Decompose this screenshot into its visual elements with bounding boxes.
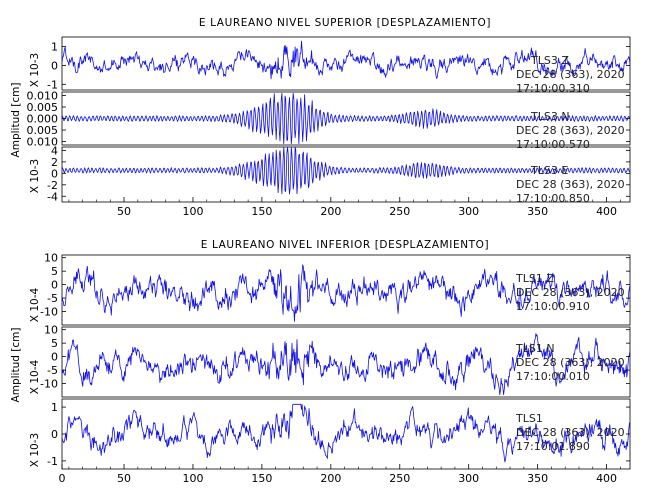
x-tick-label: 200 — [320, 205, 341, 218]
y-tick-label: 0.005 — [27, 124, 59, 137]
lower-panel-1-time: 17:10:00.910 — [516, 300, 590, 313]
x-tick-label: 350 — [527, 472, 548, 485]
y-tick-label: 0 — [51, 59, 58, 72]
y-tick-label: 0.005 — [27, 101, 59, 114]
y-tick-label: 0.010 — [27, 136, 59, 149]
x-tick-label: 50 — [117, 205, 131, 218]
x-tick-label: 400 — [596, 205, 617, 218]
upper-panel-3-trace — [61, 146, 631, 195]
y-tick-label: 0 — [51, 428, 58, 441]
x-tick-label: 50 — [117, 472, 131, 485]
upper-panel-1-trace — [61, 40, 631, 80]
y-tick-label: -10 — [40, 306, 58, 319]
lower-panel-3-station: TLS1 — [515, 412, 543, 425]
upper-panel-1-time: 17:10:00.310 — [516, 82, 590, 95]
lower-ylabel: Amplitud [cm] — [10, 328, 22, 403]
y-tick-label: 2 — [51, 156, 58, 169]
y-tick-label: 1 — [51, 401, 58, 414]
upper-panel-2-trace — [61, 92, 631, 145]
y-tick-label: 0 — [51, 167, 58, 180]
upper-panel-3-frame — [61, 146, 631, 203]
lower-panel-3: 1 0 -1 X 10-3 TLS1 DEC 28 (363), 2020 17:1… — [29, 398, 631, 470]
x-tick-label: 200 — [320, 472, 341, 485]
lower-panel-3-trace — [61, 403, 631, 463]
upper-ylabel: Amplitud [cm] — [10, 83, 22, 158]
x-tick-label: 350 — [527, 205, 548, 218]
upper-panel-3-multiplier: X 10-3 — [29, 159, 41, 193]
y-tick-label: 10 — [44, 324, 58, 337]
x-tick-label: 250 — [389, 472, 410, 485]
upper-panel-3-station: TLS3 E — [530, 164, 568, 177]
lower-panel-1-date: DEC 28 (363), 2020 — [516, 286, 625, 299]
upper-panel-2-station: TLS3 N — [530, 110, 570, 123]
lower-panel-1-multiplier: X 10-4 — [29, 288, 41, 323]
lower-panel-3-time: 17:10:01.890 — [516, 440, 590, 453]
lower-x-axis: 0 50 100 150 200 250 300 350 400 — [59, 464, 621, 485]
lower-panel-1-station: TLS1 Z — [515, 272, 554, 285]
x-tick-label: 150 — [251, 472, 272, 485]
upper-x-axis: 50 100 150 200 250 300 350 400 — [68, 197, 621, 218]
lower-panel-2-time: 17:10:00.010 — [516, 370, 590, 383]
x-tick-label: 300 — [458, 472, 479, 485]
y-tick-label: 0 — [51, 279, 58, 292]
lower-panel-2-date: DEC 28 (363), 2020 — [516, 356, 625, 369]
upper-panel-3: 420-2-4 X 10-3 TLS3 E DEC 28 (363), 2020… — [29, 144, 631, 205]
x-tick-label: 100 — [182, 472, 203, 485]
y-tick-label: 0.000 — [27, 113, 59, 126]
upper-panel-3-time: 17:10:00.850 — [516, 192, 590, 205]
y-tick-label: -4 — [47, 190, 58, 203]
y-tick-label: 10 — [44, 252, 58, 265]
x-tick-label: 0 — [59, 472, 66, 485]
y-tick-label: -2 — [47, 179, 58, 192]
upper-chart-title: E LAUREANO NIVEL SUPERIOR [DESPLAZAMIENT… — [199, 17, 491, 29]
upper-panel-3-date: DEC 28 (363), 2020 — [516, 178, 625, 191]
x-tick-label: 150 — [251, 205, 272, 218]
upper-level-chart: E LAUREANO NIVEL SUPERIOR [DESPLAZAMIENT… — [10, 17, 631, 218]
y-tick-label: 1 — [51, 40, 58, 53]
lower-panel-3-date: DEC 28 (363), 2020 — [516, 426, 625, 439]
y-tick-label: -1 — [47, 455, 58, 468]
y-tick-label: 0.010 — [27, 89, 59, 102]
lower-level-chart: E LAUREANO NIVEL INFERIOR [DESPLAZAMIENT… — [10, 239, 631, 485]
x-tick-label: 100 — [182, 205, 203, 218]
lower-panel-1-trace — [61, 264, 631, 322]
y-tick-label: 5 — [51, 265, 58, 278]
x-tick-label: 400 — [596, 472, 617, 485]
lower-panel-3-multiplier: X 10-3 — [29, 433, 41, 467]
lower-chart-title: E LAUREANO NIVEL INFERIOR [DESPLAZAMIENT… — [201, 239, 489, 251]
lower-panel-2-trace — [61, 333, 631, 396]
upper-panel-1-multiplier: X 10-3 — [29, 53, 41, 87]
lower-panel-1-frame — [61, 254, 631, 326]
upper-panel-2-time: 17:10:00.570 — [516, 138, 590, 151]
y-tick-label: 4 — [51, 144, 58, 157]
lower-panel-2-multiplier: X 10-4 — [29, 360, 41, 395]
y-tick-label: -5 — [47, 364, 58, 377]
upper-panel-1-date: DEC 28 (363), 2020 — [516, 68, 625, 81]
y-tick-label: 5 — [51, 337, 58, 350]
upper-panel-2-date: DEC 28 (363), 2020 — [516, 124, 625, 137]
upper-panel-1-station: TLS3 Z — [530, 54, 569, 67]
lower-panel-2-station: TLS1 N — [515, 342, 555, 355]
y-tick-label: 0 — [51, 351, 58, 364]
x-tick-label: 250 — [389, 205, 410, 218]
lower-panel-2-frame — [61, 326, 631, 398]
x-tick-label: 300 — [458, 205, 479, 218]
y-tick-label: -5 — [47, 292, 58, 305]
y-tick-label: -10 — [40, 378, 58, 391]
y-tick-label: -1 — [47, 78, 58, 91]
upper-panel-1: 1 0 -1 X 10-3 TLS3 Z DEC 28 (363), 2020 17… — [29, 36, 631, 95]
